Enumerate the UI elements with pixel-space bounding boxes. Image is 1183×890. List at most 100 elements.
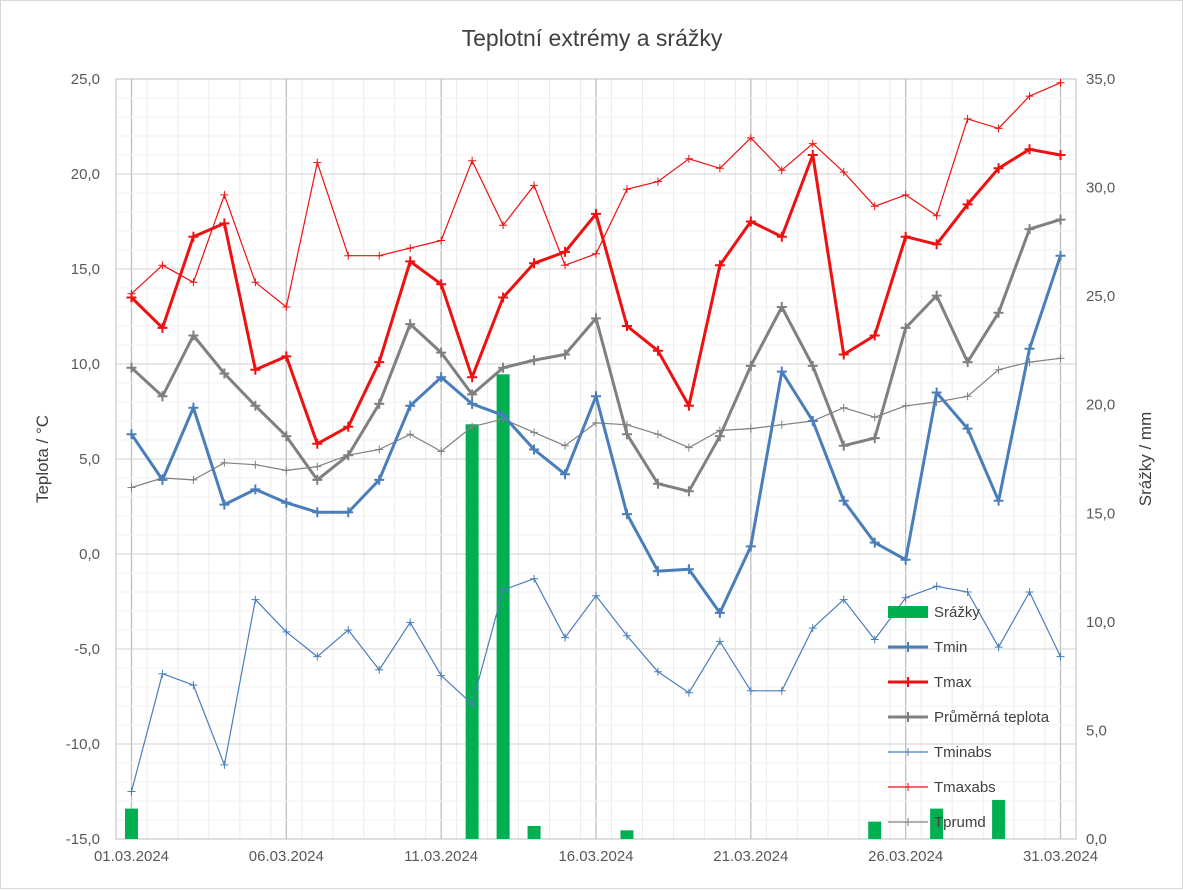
series-point-tmin <box>714 607 725 618</box>
series-point-tminabs <box>313 652 322 661</box>
y-tick-label: 20,0 <box>71 166 100 183</box>
series-point-pr-m-rn-teplota <box>126 362 137 373</box>
series-point-tmaxabs <box>1025 92 1034 101</box>
y2-tick-label: 25,0 <box>1086 288 1115 305</box>
series-point-tminabs <box>530 574 539 583</box>
legend: Srážky Tmin Tmax Průměrná teplota Tminabs Tma… <box>888 604 1050 831</box>
series-point-tprumd <box>592 418 600 427</box>
series-point-tmax <box>621 321 632 331</box>
series-point-tminabs <box>561 633 570 642</box>
precip-bar <box>868 821 882 839</box>
series-point-tminabs <box>901 593 910 602</box>
series-point-tmax <box>993 163 1004 174</box>
series-point-tminabs <box>963 588 972 596</box>
series-point-tmax <box>1055 150 1066 160</box>
series-point-tmax <box>405 256 416 267</box>
y2-tick-label: 20,0 <box>1086 397 1115 414</box>
y-tick-label: -5,0 <box>74 641 100 658</box>
series-point-tmin <box>498 410 509 421</box>
series-point-tmax <box>931 239 942 250</box>
y-tick-label: 25,0 <box>71 71 100 88</box>
series-point-tmaxabs <box>622 185 631 194</box>
series-point-tminabs <box>499 586 508 595</box>
series-point-tminabs <box>715 637 724 646</box>
series-point-tprumd <box>1056 354 1065 363</box>
series-point-pr-m-rn-teplota <box>993 307 1004 318</box>
series-point-tmax <box>591 208 601 219</box>
x-tick-label: 06.03.2024 <box>249 848 324 865</box>
series-point-tmax <box>529 258 540 269</box>
x-tick-label: 11.03.2024 <box>404 848 478 865</box>
series-point-tmaxabs <box>437 236 446 245</box>
legend-marker-tmin <box>903 642 913 652</box>
series-point-tmin <box>157 474 168 485</box>
precip-bar <box>527 825 541 839</box>
chart-title: Teplotní extrémy a srážky <box>462 25 723 51</box>
precip-bar <box>930 808 944 839</box>
series-point-tmin <box>1055 250 1066 261</box>
series-point-tmin <box>683 564 694 575</box>
series-point-tmaxabs <box>870 202 879 211</box>
series-point-tmaxabs <box>530 181 539 190</box>
series-point-pr-m-rn-teplota <box>838 440 849 451</box>
series-point-pr-m-rn-teplota <box>219 368 230 379</box>
series-point-tprumd <box>963 392 972 401</box>
series-point-tprumd <box>901 401 910 410</box>
series-point-tmaxabs <box>901 190 910 199</box>
series-point-tmaxabs <box>746 133 755 142</box>
series-point-tmaxabs <box>468 156 477 165</box>
series-point-tminabs <box>839 595 848 604</box>
series-point-tprumd <box>777 420 786 429</box>
series-point-tmaxabs <box>932 211 941 220</box>
series-point-pr-m-rn-teplota <box>745 360 756 371</box>
y2-tick-label: 5,0 <box>1086 722 1107 739</box>
series-point-pr-m-rn-teplota <box>776 302 787 312</box>
series-point-pr-m-rn-teplota <box>900 322 911 333</box>
series-point-tmaxabs <box>777 166 786 175</box>
series-point-tmax <box>436 279 447 290</box>
series-point-tmaxabs <box>963 114 972 123</box>
series-point-tminabs <box>282 627 291 636</box>
series-point-tmin <box>652 566 663 577</box>
series-point-pr-m-rn-teplota <box>683 486 694 497</box>
series-point-pr-m-rn-teplota <box>652 478 663 489</box>
series-point-tmaxabs <box>406 244 415 253</box>
legend-label-tminabs: Tminabs <box>934 744 992 761</box>
x-tick-label: 16.03.2024 <box>558 848 633 865</box>
series-point-tminabs <box>870 635 879 644</box>
series-point-pr-m-rn-teplota <box>962 357 973 368</box>
series-point-tprumd <box>468 422 477 431</box>
series-point-tmaxabs <box>220 190 229 199</box>
series-point-tprumd <box>839 403 848 412</box>
series-point-tminabs <box>808 624 817 633</box>
series-point-pr-m-rn-teplota <box>529 355 540 366</box>
series-point-tmaxabs <box>592 249 600 258</box>
series-point-tprumd <box>746 424 755 433</box>
series-point-tmaxabs <box>715 164 724 173</box>
series-point-tmax <box>714 260 725 271</box>
series-point-tmax <box>374 357 385 368</box>
precip-bar <box>496 374 510 839</box>
series-point-pr-m-rn-teplota <box>807 360 818 371</box>
series-point-tmin <box>467 398 478 409</box>
series-point-tmaxabs <box>344 251 353 260</box>
series-point-tmin <box>993 495 1004 506</box>
series-point-tmin <box>931 387 942 398</box>
series-point-tmin <box>807 416 818 426</box>
series-point-tmaxabs <box>313 158 322 167</box>
series-point-pr-m-rn-teplota <box>467 389 478 400</box>
series-point-tmax <box>807 150 818 160</box>
series-point-tmin <box>436 372 447 383</box>
legend-marker-tmax <box>903 677 913 687</box>
precip-bars <box>124 374 1006 839</box>
series-point-tminabs <box>158 669 167 678</box>
legend-marker-tprumd <box>904 818 912 826</box>
series-point-tmax <box>838 349 849 360</box>
series-point-tmaxabs <box>158 261 167 270</box>
series-point-tmax <box>188 231 199 242</box>
series-point-tmaxabs <box>684 154 693 163</box>
y-tick-label: -15,0 <box>66 831 100 848</box>
legend-label-tmin: Tmin <box>934 639 967 656</box>
